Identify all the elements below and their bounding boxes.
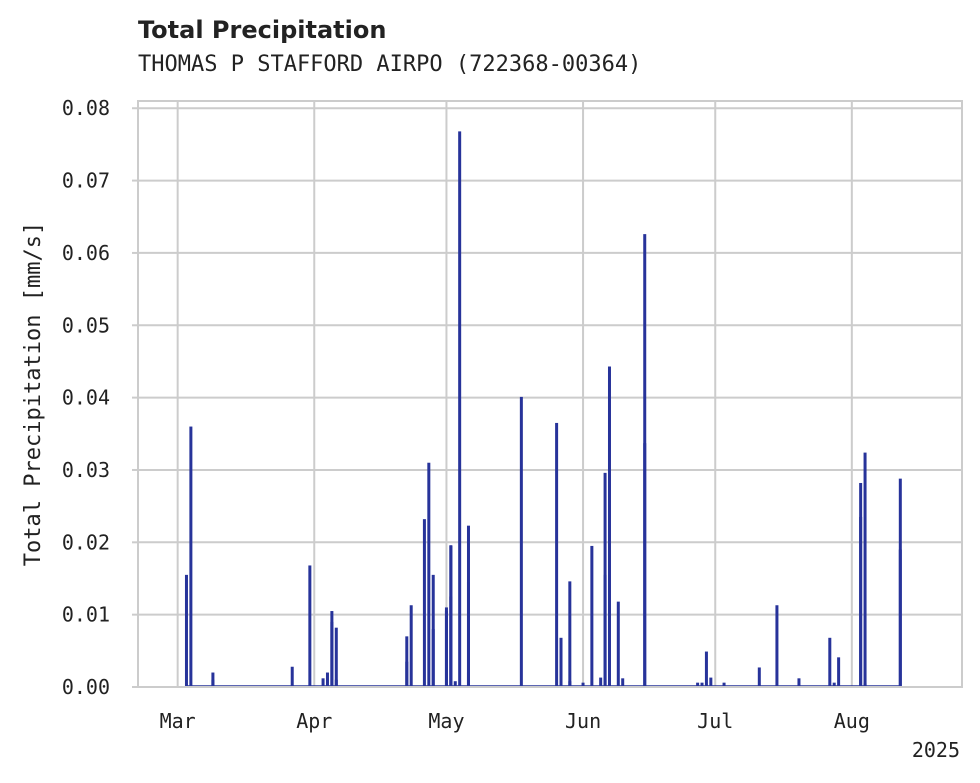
precip-bar (757, 667, 761, 687)
precip-bar (568, 681, 572, 687)
precip-bar (581, 682, 585, 687)
precip-bar (568, 581, 572, 687)
precip-bar (519, 396, 523, 687)
x-tick-label: Aug (834, 709, 870, 733)
precip-bar (898, 549, 902, 687)
precip-bar (863, 683, 867, 687)
y-tick-label: 0.05 (62, 313, 110, 337)
x-tick-label: Apr (296, 709, 332, 733)
precip-bar (409, 605, 413, 687)
x-tick-label: Jun (565, 709, 601, 733)
precip-bar (616, 601, 620, 687)
x-tick-label: Jul (697, 709, 733, 733)
y-axis-label: Total Precipitation [mm/s] (21, 222, 46, 566)
precip-bar (704, 651, 708, 687)
precip-bar (334, 679, 338, 687)
precip-bar (453, 681, 457, 687)
x-year-label: 2025 (912, 738, 960, 762)
y-tick-label: 0.02 (62, 530, 110, 554)
y-tick-label: 0.04 (62, 386, 110, 410)
x-tick-labels: Mar Apr May Jun Jul Aug (160, 709, 870, 733)
precip-bar (189, 426, 193, 687)
bar-series (184, 131, 902, 688)
precip-bar (643, 443, 647, 687)
precip-bar (321, 678, 325, 687)
y-tick-label: 0.07 (62, 169, 110, 193)
precip-bar (599, 677, 603, 687)
chart-title: Total Precipitation (138, 16, 387, 44)
precip-bar (449, 545, 453, 687)
precip-bar (458, 131, 462, 687)
precip-bar (700, 682, 704, 687)
y-tick-label: 0.06 (62, 241, 110, 265)
precip-bar (621, 678, 625, 687)
plot-frame (137, 100, 963, 688)
y-tick-label: 0.03 (62, 458, 110, 482)
precip-bar (405, 636, 409, 687)
precip-bar (590, 545, 594, 687)
x-tick-label: May (428, 709, 464, 733)
precip-bar (466, 672, 470, 687)
precip-bar (555, 422, 559, 687)
precip-bar (308, 565, 312, 687)
chart-subtitle: THOMAS P STAFFORD AIRPO (722368-00364) (138, 52, 642, 77)
precip-bar (696, 682, 700, 687)
precip-bar (427, 462, 431, 687)
precip-bar (211, 679, 215, 687)
x-tick-label: Mar (160, 709, 196, 733)
precip-bar (330, 611, 334, 687)
precip-bar (431, 629, 435, 687)
precip-bar (832, 682, 836, 687)
y-tick-label: 0.01 (62, 603, 110, 627)
precip-bar (828, 637, 832, 687)
precip-bar (837, 657, 841, 687)
precip-bar (290, 666, 294, 687)
precip-bar (422, 519, 426, 687)
y-tick-label: 0.08 (62, 96, 110, 120)
y-tick-label: 0.00 (62, 675, 110, 699)
precip-bar (603, 574, 607, 687)
precip-bar (444, 607, 448, 687)
precip-bar (709, 677, 713, 687)
precip-bar (797, 678, 801, 687)
precip-bar (559, 637, 563, 687)
precip-bar (859, 516, 863, 687)
precip-bar (466, 525, 470, 687)
precip-bar (722, 682, 726, 687)
precip-bar (334, 627, 338, 687)
precip-bar (184, 574, 188, 687)
precip-bar (607, 366, 611, 687)
precip-bar (775, 605, 779, 687)
precip-bar (325, 672, 329, 687)
grid-lines (138, 101, 962, 688)
y-tick-labels: 0.00 0.01 0.02 0.03 0.04 0.05 0.06 0.07 0.08 (62, 96, 138, 699)
precip-bar (863, 452, 867, 687)
